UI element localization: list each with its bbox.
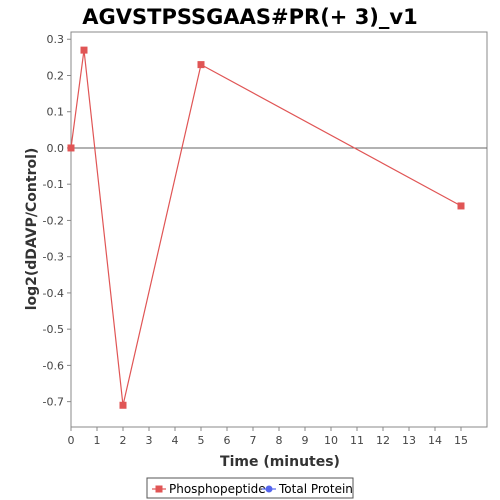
y-tick-label: -0.6: [43, 359, 64, 372]
x-tick-label: 9: [302, 434, 309, 447]
legend-box: [146, 477, 354, 499]
plot-area: [70, 31, 488, 428]
y-tick-label: -0.2: [43, 214, 64, 227]
y-tick-label: -0.3: [43, 251, 64, 264]
data-point: [457, 202, 465, 210]
x-tick-label: 5: [198, 434, 205, 447]
x-tick-label: 13: [402, 434, 416, 447]
y-tick-label: 0.2: [47, 69, 65, 82]
data-point: [67, 144, 75, 152]
x-tick-label: 12: [376, 434, 390, 447]
y-tick-label: -0.5: [43, 323, 64, 336]
data-point: [80, 46, 88, 54]
legend: Phosphopeptide Total Protein: [146, 477, 354, 499]
y-tick-label: -0.1: [43, 178, 64, 191]
x-tick-label: 1: [94, 434, 101, 447]
x-tick-label: 7: [250, 434, 257, 447]
y-axis-title: log2(dDAVP/Control): [24, 148, 40, 311]
x-tick-label: 0: [68, 434, 75, 447]
x-tick-label: 3: [146, 434, 153, 447]
legend-label: Phosphopeptide: [169, 482, 266, 496]
y-tick-label: -0.7: [43, 396, 64, 409]
y-tick-label: 0.1: [47, 106, 65, 119]
legend-marker: [155, 485, 163, 493]
data-point: [197, 61, 205, 69]
x-tick-label: 8: [276, 434, 283, 447]
x-axis-title: Time (minutes): [220, 454, 340, 470]
legend-label: Total Protein: [278, 482, 353, 496]
series-layer: [67, 46, 465, 409]
x-tick-label: 4: [172, 434, 179, 447]
x-tick-label: 15: [454, 434, 468, 447]
x-axis: 0 1 2 3 4 5 6 7 8 9 10 11 12 13 14 15: [68, 427, 468, 447]
y-tick-label: 0.0: [47, 142, 65, 155]
x-tick-label: 2: [120, 434, 127, 447]
legend-marker: [265, 485, 273, 493]
x-tick-label: 10: [324, 434, 338, 447]
data-point: [119, 401, 127, 409]
x-tick-label: 6: [224, 434, 231, 447]
x-tick-label: 14: [428, 434, 442, 447]
x-tick-label: 11: [350, 434, 364, 447]
chart-title: AGVSTPSSGAAS#PR(+ 3)_v1: [82, 5, 417, 29]
y-axis: 0.3 0.2 0.1 0.0 -0.1 -0.2 -0.3 -0.4 -0.5 -0.6 -0.7: [43, 33, 71, 409]
y-tick-label: -0.4: [43, 287, 64, 300]
y-tick-label: 0.3: [47, 33, 65, 46]
